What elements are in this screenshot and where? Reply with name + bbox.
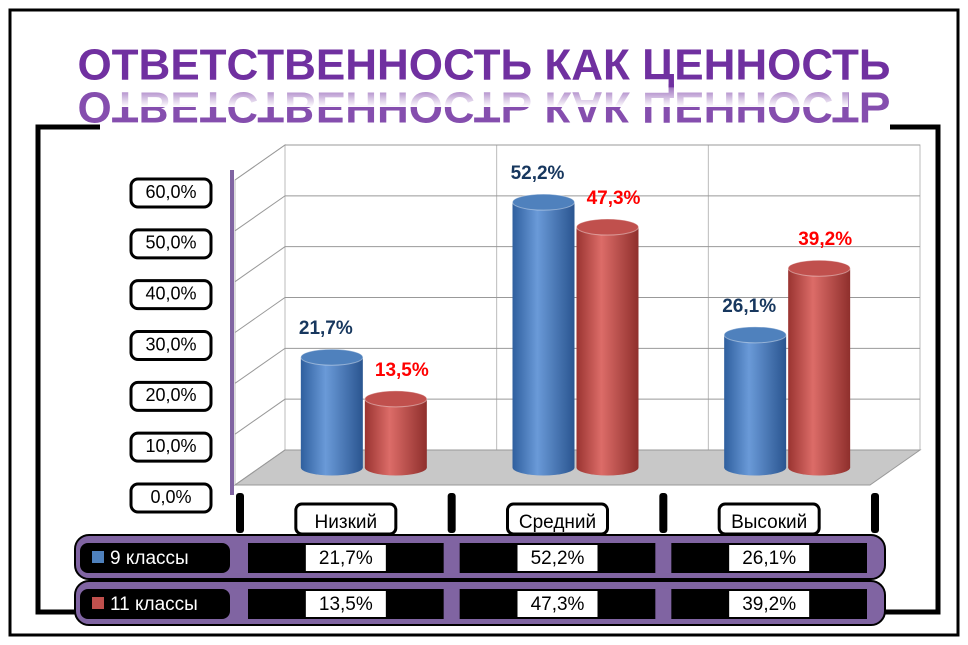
data-label: 13,5%: [375, 360, 429, 381]
bar-base: [364, 459, 427, 476]
grid-line: [234, 398, 920, 435]
grid-line: [234, 246, 920, 283]
data-label: 47,3%: [587, 188, 641, 209]
bar-top: [364, 390, 428, 408]
y-tick-label: 50,0%: [145, 233, 196, 253]
legend-swatch: [92, 597, 104, 609]
legend-swatch: [92, 551, 104, 563]
table-divider: [659, 493, 668, 533]
reflection-fade: [120, 87, 848, 107]
grid-line: [234, 347, 920, 384]
y-tick-label: 40,0%: [145, 283, 196, 303]
table-value: 47,3%: [531, 594, 585, 615]
data-label: 52,2%: [511, 163, 565, 184]
table-value-box: [729, 545, 810, 571]
data-label: 26,1%: [722, 296, 776, 317]
bar-base: [576, 459, 639, 476]
data-label: 39,2%: [798, 229, 852, 250]
x-tick-label: Высокий: [731, 512, 807, 533]
table-value-box: [517, 545, 598, 571]
y-tick-label: 20,0%: [145, 385, 196, 405]
bar-top: [512, 193, 575, 211]
grid-line: [234, 449, 920, 486]
y-tick-box: [129, 330, 213, 361]
y-tick-label: 0,0%: [150, 487, 191, 507]
y-tick-box: [129, 279, 213, 311]
y-tick-label: 10,0%: [145, 436, 196, 456]
table-value-box: [729, 591, 810, 617]
table-divider: [871, 493, 879, 533]
table-value: 21,7%: [319, 548, 373, 569]
bar: [788, 268, 851, 468]
legend-label: 9 классы: [110, 548, 189, 569]
bar-base: [724, 459, 787, 476]
bar-base: [788, 459, 851, 476]
bar: [364, 398, 427, 468]
y-tick-box: [129, 380, 213, 412]
grid-line: [234, 297, 920, 333]
table-value: 13,5%: [319, 594, 373, 615]
table-value: 39,2%: [742, 594, 796, 615]
y-tick-box: [129, 482, 213, 514]
bar-base: [300, 459, 363, 476]
table-value-box: [305, 591, 386, 617]
table-divider: [447, 493, 456, 533]
bar: [300, 357, 363, 468]
data-label: 21,7%: [299, 318, 353, 339]
x-tick-label: Средний: [519, 512, 596, 533]
table-divider: [236, 493, 244, 533]
bar: [576, 227, 639, 468]
bar-top: [723, 326, 787, 344]
y-tick-label: 30,0%: [145, 334, 196, 354]
bar-top: [787, 259, 851, 277]
legend-cell: [80, 589, 230, 619]
bar-base: [512, 459, 575, 476]
y-tick-box: [129, 228, 213, 260]
table-value-box: [517, 591, 598, 617]
table-value: 26,1%: [742, 548, 796, 569]
grid-line: [234, 195, 920, 232]
chart-title: ОТВЕТСТВЕННОСТЬ КАК ЦЕННОСТЬ: [77, 41, 890, 90]
bar: [512, 202, 575, 468]
table-value-box: [305, 545, 386, 571]
y-tick-box: [129, 431, 213, 463]
bar-top: [576, 218, 639, 236]
bar-top: [300, 348, 364, 366]
table-value: 52,2%: [531, 548, 585, 569]
y-tick-label: 60,0%: [145, 182, 196, 202]
x-tick-label: Низкий: [315, 512, 378, 533]
legend-cell: [80, 543, 230, 573]
y-tick-box: [129, 177, 213, 209]
bar: [724, 334, 787, 468]
legend-label: 11 классы: [110, 594, 198, 615]
grid-line: [234, 144, 920, 181]
